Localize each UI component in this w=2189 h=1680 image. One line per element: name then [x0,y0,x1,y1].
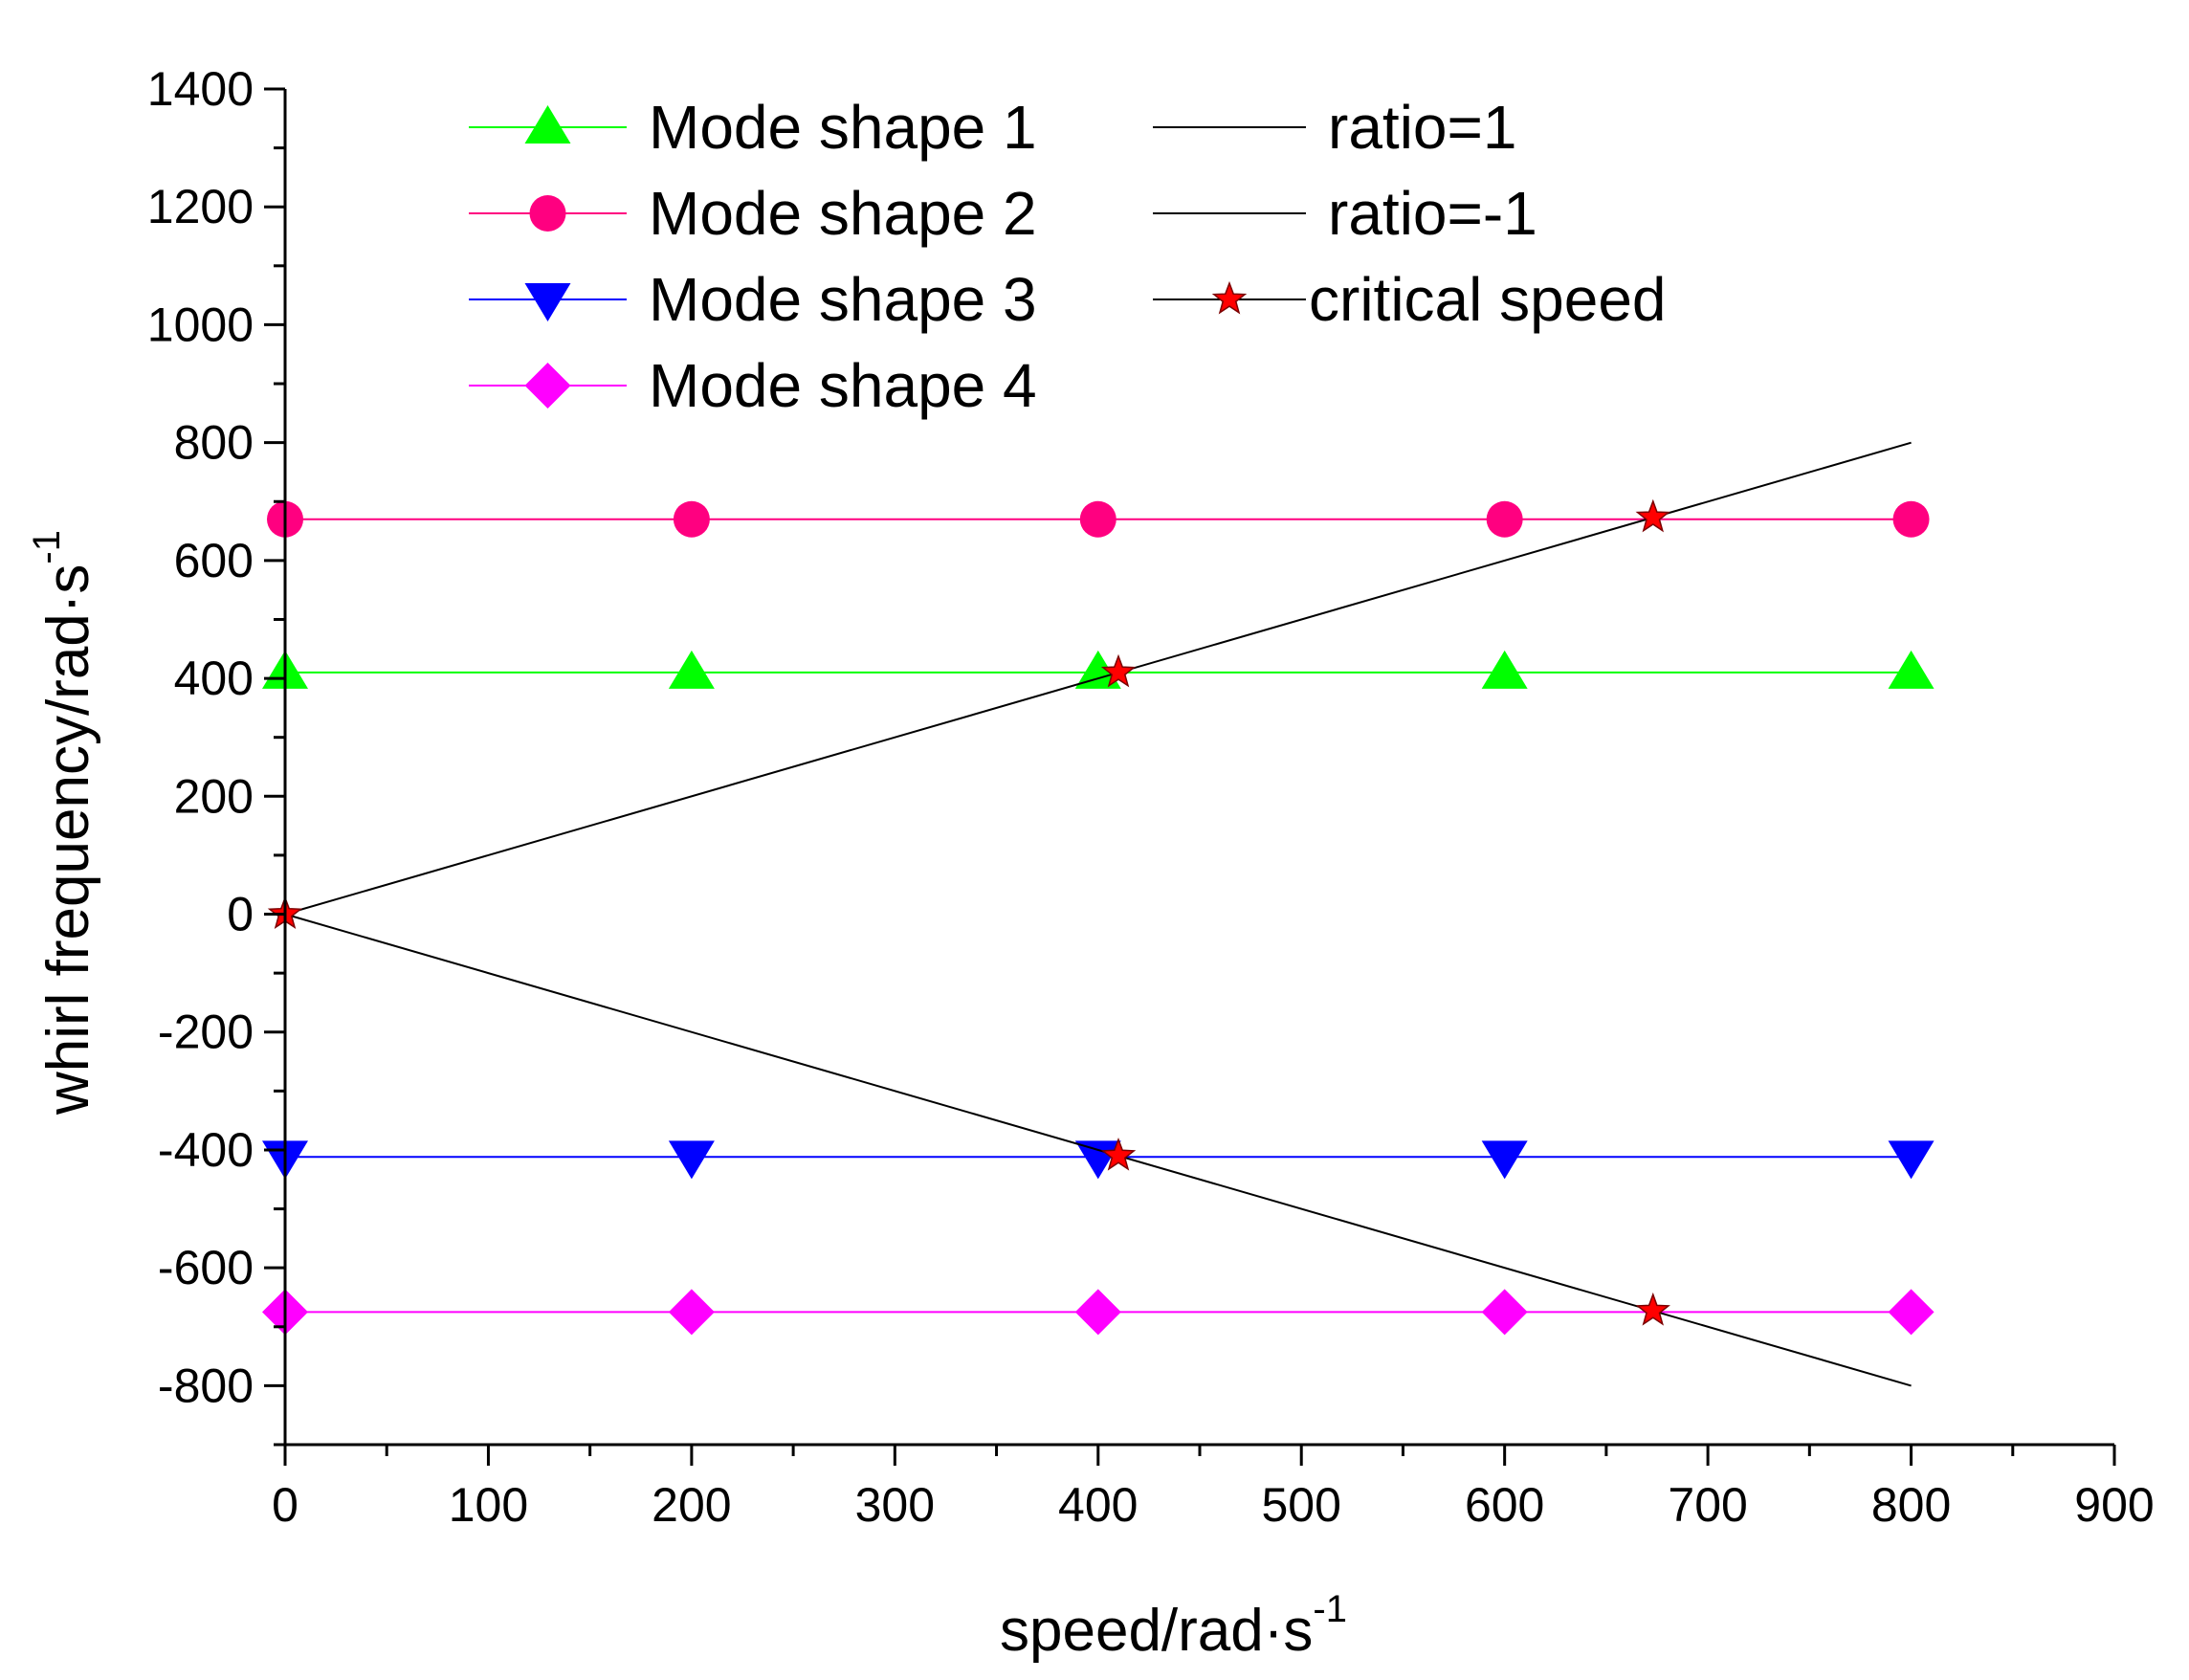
x-tick-label: 300 [855,1478,935,1532]
data-point-mode-shape-1 [1074,650,1121,689]
y-tick-label: -400 [158,1123,254,1177]
y-tick-label: 1200 [147,180,254,233]
x-tick-label: 600 [1465,1478,1544,1532]
legend-marker-critical-speed [1211,280,1248,315]
legend: Mode shape 1 Mode shape 2 Mode shape 3 Mode… [469,93,1667,420]
y-tick-label: 1400 [147,62,254,116]
y-tick-label: 600 [174,534,254,587]
data-point-mode-shape-3 [668,1140,715,1180]
axes: 0 100 200 300 400 500 600 700 800 900 -800 -600 -400… [147,62,2155,1532]
series-ratio-1 [284,441,1912,916]
series-mode-shape-1 [262,650,1935,689]
x-tick-label: 800 [1871,1478,1951,1532]
series-mode-shape-2 [267,500,1930,538]
data-point-critical-speed [1100,653,1137,688]
data-point-mode-shape-3 [1888,1140,1935,1180]
legend-item-ratio-1: ratio=1 [1153,93,1516,162]
data-point-mode-shape-1 [1481,650,1528,689]
x-tick-label: 400 [1058,1478,1138,1532]
data-point-mode-shape-3 [1481,1140,1528,1180]
legend-label-ratio-1: ratio=-1 [1328,179,1537,248]
axis-titles: speed/rad·s-1 whirl frequency/rad·s-1 [26,530,1347,1664]
data-point-mode-shape-4 [1481,1289,1528,1336]
legend-label-mode-shape-3: Mode shape 3 [649,265,1037,334]
y-tick-label: -600 [158,1241,254,1294]
x-tick-label: 700 [1668,1478,1747,1532]
series-mode-shape-3 [262,1140,1935,1180]
data-point-mode-shape-2 [1892,500,1930,538]
y-tick-label: 400 [174,652,254,705]
y-axis-title-main: whirl frequency/rad·s [35,564,101,1116]
x-tick-label: 100 [449,1478,528,1532]
y-tick-label: 200 [174,769,254,823]
x-tick-label: 0 [272,1478,298,1532]
data-point-mode-shape-1 [1888,650,1935,689]
y-tick-label: 0 [227,888,254,941]
data-point-mode-shape-4 [1074,1289,1121,1336]
data-point-mode-shape-4 [668,1289,715,1336]
legend-item-mode-shape-3: Mode shape 3 [469,265,1037,334]
x-tick-label: 200 [652,1478,731,1532]
x-axis-title-superscript: -1 [1313,1588,1347,1630]
data-point-mode-shape-2 [673,500,710,538]
legend-marker-mode-shape-1 [524,105,571,144]
series-mode-shape-4 [262,1289,1935,1336]
data-point-mode-shape-2 [1079,500,1117,538]
legend-item-mode-shape-2: Mode shape 2 [469,179,1037,248]
x-tick-label: 900 [2074,1478,2154,1532]
x-axis-title-main: speed/rad·s [1000,1598,1313,1664]
legend-label-mode-shape-4: Mode shape 4 [649,351,1037,420]
data-point-mode-shape-4 [1888,1289,1935,1336]
x-tick-label: 500 [1262,1478,1341,1532]
legend-item-ratio-1: ratio=-1 [1153,179,1537,248]
y-tick-label: 800 [174,416,254,470]
data-point-critical-speed [1100,1137,1137,1171]
legend-item-mode-shape-1: Mode shape 1 [469,93,1037,162]
legend-label-ratio-1: ratio=1 [1328,93,1516,162]
data-point-mode-shape-2 [1486,500,1523,538]
series-critical-speed [267,498,1670,1326]
plot-area [262,441,1935,1387]
x-axis-title: speed/rad·s-1 [1000,1588,1347,1664]
y-tick-label: -800 [158,1359,254,1412]
data-point-mode-shape-1 [668,650,715,689]
data-point-critical-speed [1635,1292,1670,1326]
legend-item-critical-speed: critical speed [1153,265,1667,334]
legend-marker-mode-shape-3 [524,283,571,321]
y-axis-title-superscript: -1 [26,530,68,564]
data-point-critical-speed [1635,498,1670,533]
y-axis-title: whirl frequency/rad·s-1 [26,530,101,1116]
y-tick-label: 1000 [147,298,254,351]
y-tick-label: -200 [158,1006,254,1059]
legend-label-mode-shape-1: Mode shape 1 [649,93,1037,162]
series-line-ratio-1 [284,441,1912,916]
legend-marker-mode-shape-2 [529,195,566,232]
legend-label-mode-shape-2: Mode shape 2 [649,179,1037,248]
legend-marker-mode-shape-4 [524,363,571,409]
legend-item-mode-shape-4: Mode shape 4 [469,351,1037,420]
legend-label-critical-speed: critical speed [1309,265,1667,334]
